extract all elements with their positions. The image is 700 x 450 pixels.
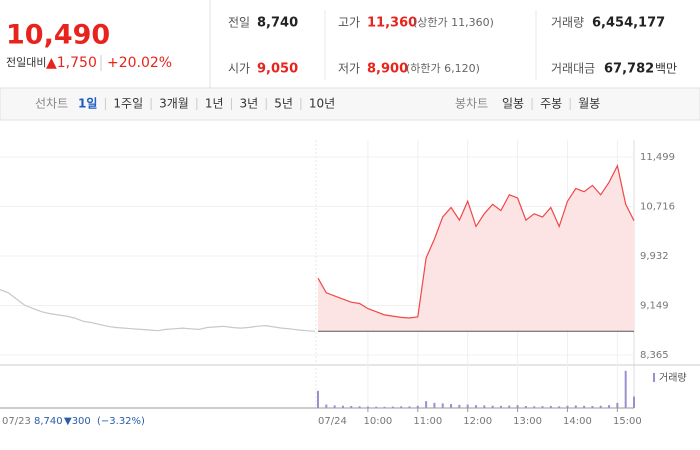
range-tab[interactable]: 1일 — [78, 97, 97, 111]
volume-bar — [633, 396, 635, 408]
range-tab[interactable]: 10년 — [309, 97, 335, 111]
stat-note: (상한가 11,360) — [413, 16, 494, 29]
x-tick-label: 11:00 — [413, 416, 442, 427]
stat-value: 6,454,177 — [592, 16, 665, 31]
x-tick-label: 12:00 — [463, 416, 492, 427]
area — [318, 165, 634, 332]
stat-value: 9,050 — [257, 62, 298, 77]
stat-value: 8,900 — [367, 62, 408, 77]
volume-bar — [599, 405, 602, 408]
volume-bar — [624, 370, 627, 408]
volume-bar — [383, 406, 386, 408]
volume-bar — [333, 405, 336, 408]
volume-bar — [499, 405, 502, 408]
change-label: 전일대비 — [6, 55, 46, 69]
volume-bar — [591, 406, 594, 408]
volume-bar — [358, 406, 361, 408]
range-tab[interactable]: 1주일 — [113, 97, 143, 111]
prev-change-pct: (−3.32%) — [97, 416, 145, 427]
volume-bar — [416, 405, 419, 408]
y-tick-label: 9,932 — [640, 251, 669, 262]
volume-bar — [366, 406, 369, 408]
volume-bar — [608, 405, 611, 408]
candle-tab[interactable]: 주봉 — [540, 97, 562, 111]
y-tick-label: 10,716 — [640, 201, 675, 212]
stat-note: 백만 — [655, 62, 677, 76]
volume-bar — [458, 404, 461, 408]
volume-bar — [425, 401, 428, 408]
stat-label: 시가 — [228, 62, 250, 76]
stat-label: 고가 — [338, 16, 360, 30]
tab-group-label: 봉차트 — [455, 97, 488, 111]
volume-bar — [475, 405, 477, 408]
volume-bar — [524, 406, 527, 408]
change-pct: +20.02% — [107, 55, 172, 71]
volume-bar — [516, 405, 519, 408]
volume-bar — [508, 405, 511, 408]
candle-tab[interactable]: 일봉 — [502, 97, 524, 111]
volume-bar — [441, 403, 444, 408]
volume-bar — [375, 406, 378, 408]
stat-label: 전일 — [228, 16, 250, 30]
y-tick-label: 9,149 — [640, 300, 669, 311]
price: 10,490 — [6, 20, 110, 51]
stat-label: 거래량 — [551, 16, 584, 30]
range-tab[interactable]: 3개월 — [159, 97, 189, 111]
x-tick-label: 13:00 — [513, 416, 542, 427]
range-tab[interactable]: 3년 — [240, 97, 259, 111]
y-tick-label: 8,365 — [640, 350, 669, 361]
y-tick-label: 11,499 — [640, 152, 675, 163]
change: ▲1,750 — [46, 55, 97, 71]
volume-bar — [350, 406, 353, 408]
x-tick-label: 10:00 — [363, 416, 392, 427]
range-tab[interactable]: 1년 — [205, 97, 224, 111]
stat-label: 저가 — [338, 62, 360, 76]
volume-bar — [583, 405, 586, 408]
prev-date: 07/23 — [2, 416, 31, 427]
candle-tab[interactable]: 월봉 — [578, 97, 600, 111]
stat-value: 11,360 — [367, 16, 417, 31]
volume-bar — [616, 402, 619, 408]
volume-bar — [549, 405, 552, 408]
volume-bar — [566, 405, 569, 408]
x-tick-label: 14:00 — [563, 416, 592, 427]
stat-value: 8,740 — [257, 16, 298, 31]
volume-bar — [574, 405, 577, 408]
volume-bar — [400, 406, 403, 408]
volume-bar — [483, 405, 486, 408]
legend-swatch — [653, 373, 655, 382]
volume-bar — [408, 406, 411, 408]
volume-bar — [433, 402, 436, 408]
stat-label: 거래대금 — [551, 62, 595, 76]
volume-bar — [533, 406, 536, 408]
legend-label: 거래량 — [659, 372, 687, 384]
price-line — [317, 164, 635, 319]
stat-note: (하한가 6,120) — [406, 61, 480, 75]
volume-bar — [450, 404, 453, 408]
tab-group-label: 선차트 — [35, 97, 68, 111]
range-tab[interactable]: 5년 — [274, 97, 293, 111]
price-line — [0, 289, 316, 332]
volume-bar — [317, 390, 319, 408]
prev-change: ▼300 — [64, 416, 91, 427]
volume-bar — [466, 404, 469, 408]
x-tick-label: 15:00 — [613, 416, 642, 427]
volume-bar — [541, 406, 544, 408]
volume-bar — [341, 405, 344, 408]
day-label: 07/24 — [318, 416, 347, 427]
volume-bar — [325, 404, 328, 408]
volume-bar — [558, 406, 561, 408]
tab-bar — [0, 87, 700, 121]
prev-close: 8,740 — [34, 416, 63, 427]
volume-bar — [391, 406, 394, 408]
stat-value: 67,782 — [604, 62, 654, 77]
volume-bar — [491, 405, 494, 408]
